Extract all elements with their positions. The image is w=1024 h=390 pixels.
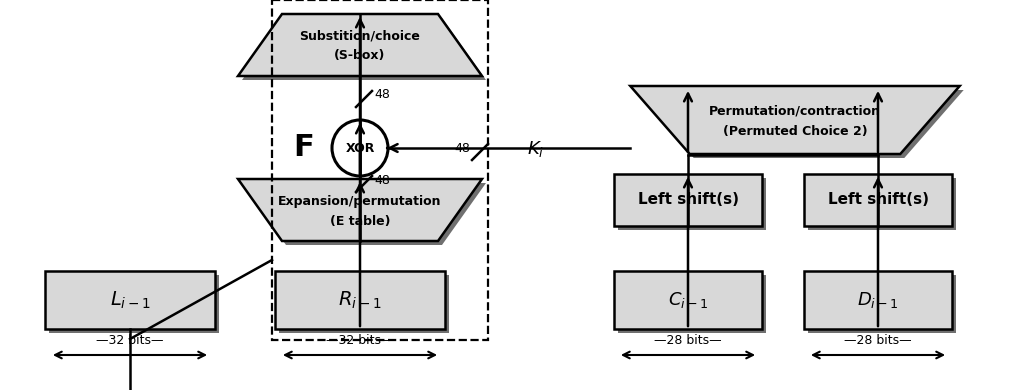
Text: XOR: XOR (345, 142, 375, 154)
Text: 48: 48 (374, 89, 390, 101)
Text: Substition/choice: Substition/choice (300, 30, 421, 43)
Bar (614, 271, 762, 329)
Text: (S-box): (S-box) (334, 50, 386, 62)
Polygon shape (242, 18, 486, 80)
Bar (808, 275, 956, 333)
Text: 48: 48 (454, 142, 470, 154)
Text: (Permuted Choice 2): (Permuted Choice 2) (723, 124, 867, 138)
Bar (272, 0, 488, 340)
Polygon shape (238, 14, 482, 76)
Text: —28 bits—: —28 bits— (844, 334, 911, 347)
Text: F: F (294, 133, 314, 163)
Bar (804, 271, 952, 329)
Text: Left shift(s): Left shift(s) (638, 193, 738, 207)
Text: $K_i$: $K_i$ (527, 139, 545, 159)
Text: $D_{i-1}$: $D_{i-1}$ (857, 290, 899, 310)
Bar (614, 174, 762, 226)
Polygon shape (631, 86, 959, 154)
Bar (618, 178, 766, 230)
Text: Expansion/permutation: Expansion/permutation (279, 195, 441, 207)
Text: (E table): (E table) (330, 215, 390, 227)
Polygon shape (242, 183, 486, 245)
Polygon shape (238, 179, 482, 241)
Bar (804, 174, 952, 226)
Bar (808, 178, 956, 230)
Bar (45, 271, 215, 329)
Text: —32 bits—: —32 bits— (96, 334, 164, 347)
Bar (275, 271, 445, 329)
Text: —32 bits—: —32 bits— (327, 334, 394, 347)
Polygon shape (634, 90, 964, 158)
Text: $C_{i-1}$: $C_{i-1}$ (668, 290, 709, 310)
Text: Left shift(s): Left shift(s) (827, 193, 929, 207)
Text: $L_{i-1}$: $L_{i-1}$ (110, 289, 151, 311)
Bar (618, 275, 766, 333)
Bar (279, 275, 449, 333)
Bar (49, 275, 219, 333)
Circle shape (332, 120, 388, 176)
Text: —28 bits—: —28 bits— (654, 334, 722, 347)
Text: Permutation/contraction: Permutation/contraction (709, 105, 881, 117)
Text: 48: 48 (374, 174, 390, 186)
Text: $R_{i-1}$: $R_{i-1}$ (338, 289, 382, 311)
